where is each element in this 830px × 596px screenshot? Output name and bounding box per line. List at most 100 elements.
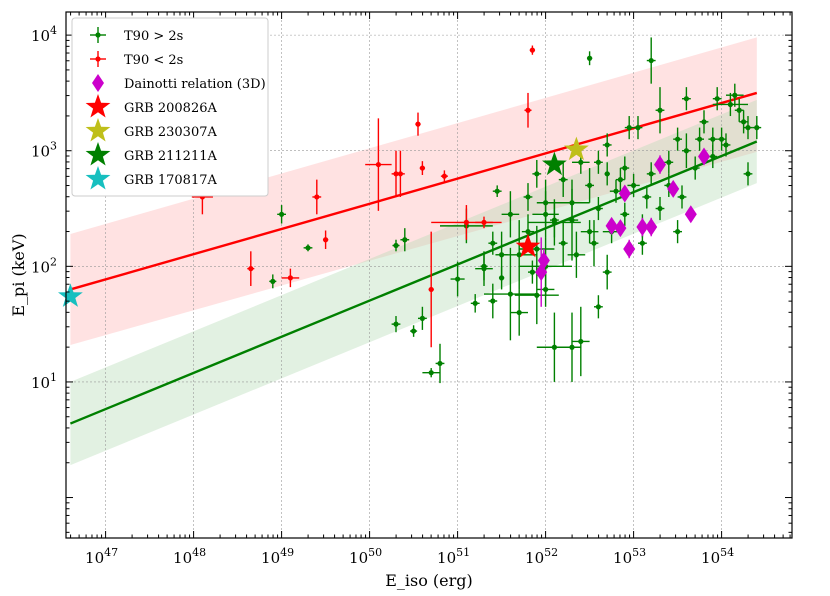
star-grb-230307a [564, 136, 589, 161]
point-marker [622, 165, 628, 171]
data-point [475, 216, 493, 229]
data-point [645, 217, 658, 237]
point-marker [551, 344, 558, 350]
data-point [604, 162, 610, 186]
point-marker [683, 148, 690, 154]
data-point [616, 168, 625, 192]
point-marker [534, 292, 540, 298]
point-marker [419, 165, 425, 171]
diamond-marker [654, 155, 666, 174]
data-point [419, 161, 426, 176]
legend-entry: GRB 230307A [85, 118, 217, 142]
data-point [594, 196, 603, 221]
data-point [620, 156, 630, 180]
data-point [673, 220, 682, 244]
point-marker [393, 321, 399, 327]
legend-marker [85, 166, 111, 190]
data-point [721, 133, 731, 157]
point-marker [569, 200, 575, 206]
point-marker [525, 107, 531, 113]
point-marker [754, 125, 760, 131]
data-point [524, 92, 532, 128]
data-point [554, 188, 590, 217]
data-point [646, 37, 656, 84]
data-point [392, 239, 400, 252]
data-point [618, 184, 631, 203]
diamond-marker [684, 205, 697, 224]
data-point [510, 289, 528, 336]
data-point [488, 283, 498, 319]
point-marker [393, 242, 399, 249]
data-point [396, 150, 405, 197]
point-marker [675, 229, 681, 235]
data-point [532, 159, 542, 188]
point-marker [560, 177, 566, 183]
point-marker [543, 286, 549, 293]
point-marker [287, 275, 293, 281]
fit-lines [69, 91, 758, 425]
x-tick-label: 1053 [613, 546, 646, 567]
point-marker [516, 252, 522, 258]
data-point [580, 220, 599, 244]
point-marker [613, 188, 619, 194]
point-marker [631, 182, 637, 189]
point-marker [534, 171, 540, 177]
star-grb-211211a [542, 151, 567, 176]
legend-entry: T90 > 2s [90, 27, 183, 44]
data-point [529, 45, 536, 55]
point-marker [604, 142, 610, 148]
point-marker [710, 136, 716, 142]
point-marker [714, 96, 720, 102]
diamond-marker [614, 219, 627, 238]
point-marker [314, 194, 320, 200]
legend-marker [95, 56, 101, 62]
point-marker [569, 344, 575, 350]
point-marker [595, 205, 602, 212]
x-tick-label: 1048 [173, 546, 206, 567]
point-marker [437, 360, 443, 367]
data-point [269, 274, 277, 289]
data-point [586, 51, 593, 66]
data-point [655, 87, 665, 134]
data-point [627, 173, 640, 197]
diamond-marker [667, 179, 680, 198]
data-point [537, 248, 550, 273]
x-axis-label: E_iso (erg) [385, 571, 473, 590]
point-marker [248, 266, 254, 272]
point-marker [587, 55, 593, 61]
data-point [501, 191, 520, 238]
data-point [435, 343, 445, 384]
data-point [400, 228, 410, 252]
point-marker [543, 211, 549, 217]
point-marker [675, 136, 681, 142]
point-marker [455, 276, 461, 282]
point-marker [736, 107, 742, 113]
point-marker [573, 252, 580, 258]
data-point [501, 220, 537, 290]
point-marker [305, 245, 311, 251]
point-marker [745, 171, 751, 177]
x-tick-labels: 1047 1048 1049 1050 1051 1052 1053 1054 [85, 546, 734, 567]
data-point [717, 127, 726, 151]
point-marker [375, 161, 381, 168]
legend-entry: GRB 211211A [85, 142, 217, 166]
legend-label: GRB 170817A [124, 173, 217, 188]
data-point [415, 112, 421, 136]
diamond-marker [698, 147, 710, 166]
data-point [690, 156, 700, 180]
point-marker [578, 159, 584, 165]
data-point [699, 110, 709, 134]
point-marker [648, 57, 654, 64]
point-marker [732, 92, 738, 98]
y-tick-label: 101 [31, 371, 57, 392]
legend-label: GRB 230307A [124, 125, 217, 140]
y-tick-label: 104 [31, 24, 57, 45]
data-point [677, 185, 687, 209]
point-marker [463, 219, 469, 225]
legend-label: GRB 211211A [124, 149, 217, 164]
point-marker [507, 211, 513, 217]
star-grb-170817a [58, 283, 83, 307]
point-marker [397, 171, 403, 177]
legend-marker [95, 32, 101, 38]
